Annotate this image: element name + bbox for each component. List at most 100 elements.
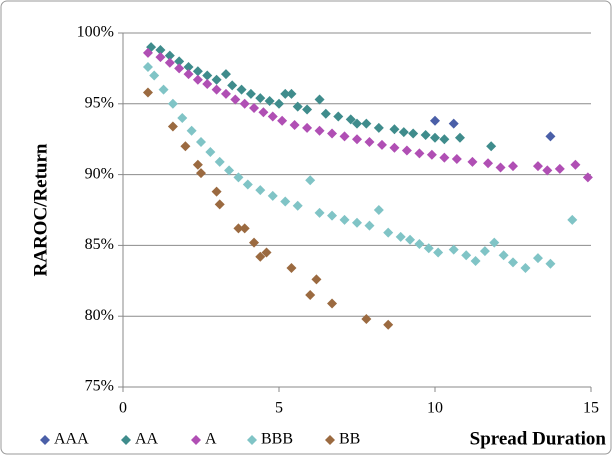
point <box>236 84 247 95</box>
point <box>149 70 160 81</box>
point <box>311 274 322 285</box>
point <box>364 137 375 148</box>
point <box>261 247 272 258</box>
point <box>373 205 384 215</box>
point <box>211 84 222 95</box>
point <box>211 74 222 85</box>
point <box>383 227 394 238</box>
y-axis-title: RAROC/Return <box>30 143 51 276</box>
legend-marker <box>247 435 257 445</box>
point <box>448 244 459 255</box>
y-tick-label: 95% <box>85 94 114 111</box>
legend-label: BB <box>339 431 360 448</box>
point <box>183 69 194 80</box>
point <box>292 101 303 112</box>
point <box>220 69 231 80</box>
point <box>339 214 350 225</box>
y-tick-label: 90% <box>85 165 114 182</box>
point <box>314 125 325 136</box>
point <box>167 121 178 132</box>
point <box>361 314 372 325</box>
point <box>373 122 384 133</box>
point <box>214 199 225 210</box>
point <box>461 250 472 261</box>
point <box>439 152 450 163</box>
point <box>227 80 238 91</box>
point <box>286 263 297 274</box>
point <box>401 145 412 156</box>
point <box>277 115 288 126</box>
point <box>183 61 194 72</box>
legend-label: A <box>205 431 217 448</box>
point <box>582 172 593 183</box>
point <box>467 156 478 167</box>
point <box>345 114 356 125</box>
point <box>430 115 440 126</box>
point <box>430 132 440 143</box>
point <box>532 161 543 172</box>
point <box>479 246 490 257</box>
point <box>255 93 266 104</box>
point <box>448 118 459 129</box>
point <box>192 66 203 77</box>
legend-label: BBB <box>261 431 293 448</box>
point <box>542 165 553 176</box>
y-tick-label: 85% <box>85 236 114 253</box>
legend-marker <box>40 435 50 445</box>
point <box>333 111 344 122</box>
point <box>158 84 169 95</box>
point <box>245 88 256 99</box>
point <box>398 127 409 138</box>
point <box>389 124 400 135</box>
point <box>164 50 175 61</box>
point <box>280 196 291 207</box>
point <box>155 44 166 55</box>
point <box>495 162 506 173</box>
x-tick-label: 15 <box>583 400 599 417</box>
point <box>264 95 275 106</box>
point <box>554 163 565 174</box>
point <box>233 223 244 234</box>
point <box>451 154 462 165</box>
point <box>186 125 197 136</box>
point <box>327 298 338 309</box>
point <box>320 108 331 119</box>
point <box>414 238 425 249</box>
legend-marker <box>191 435 201 445</box>
point <box>267 111 278 122</box>
point <box>454 132 465 143</box>
point <box>249 237 260 248</box>
point <box>174 56 185 67</box>
point <box>314 94 325 105</box>
point <box>274 98 284 109</box>
point <box>302 104 313 115</box>
y-tick-label: 80% <box>85 307 114 324</box>
point <box>498 250 509 261</box>
point <box>302 122 313 133</box>
point <box>339 131 350 142</box>
point <box>570 159 581 170</box>
point <box>142 61 153 72</box>
point <box>289 120 300 131</box>
point <box>286 88 297 99</box>
point <box>211 186 222 197</box>
legend-label: AA <box>135 431 159 448</box>
point <box>239 98 250 109</box>
point <box>205 146 216 157</box>
point <box>280 88 291 99</box>
point <box>545 131 556 142</box>
point <box>489 237 500 248</box>
point <box>352 134 362 145</box>
point <box>508 161 518 172</box>
point <box>483 158 494 169</box>
point <box>376 139 387 150</box>
point <box>220 88 231 99</box>
point <box>142 47 153 58</box>
point <box>327 128 338 139</box>
x-tick-label: 10 <box>427 400 443 417</box>
legend-marker <box>325 435 335 445</box>
point <box>395 231 406 242</box>
point <box>383 319 394 330</box>
